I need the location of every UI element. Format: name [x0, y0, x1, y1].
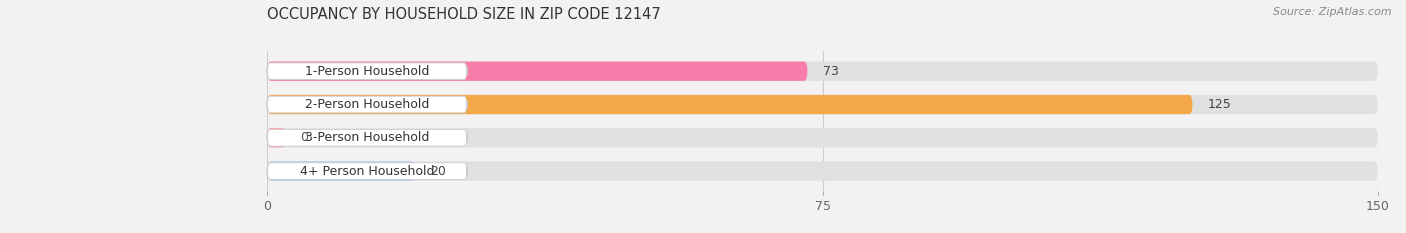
FancyBboxPatch shape	[267, 130, 467, 146]
Text: Source: ZipAtlas.com: Source: ZipAtlas.com	[1274, 7, 1392, 17]
FancyBboxPatch shape	[267, 95, 1192, 114]
FancyBboxPatch shape	[267, 128, 1378, 147]
Text: 0: 0	[301, 131, 308, 144]
FancyBboxPatch shape	[267, 128, 285, 147]
FancyBboxPatch shape	[267, 62, 1378, 81]
Text: 1-Person Household: 1-Person Household	[305, 65, 429, 78]
FancyBboxPatch shape	[267, 163, 467, 179]
Text: 2-Person Household: 2-Person Household	[305, 98, 429, 111]
Text: 73: 73	[823, 65, 838, 78]
FancyBboxPatch shape	[267, 95, 1378, 114]
Text: 125: 125	[1208, 98, 1232, 111]
Text: 4+ Person Household: 4+ Person Household	[299, 164, 434, 178]
FancyBboxPatch shape	[267, 161, 1378, 181]
FancyBboxPatch shape	[267, 62, 807, 81]
FancyBboxPatch shape	[267, 63, 467, 79]
FancyBboxPatch shape	[267, 161, 415, 181]
Text: 3-Person Household: 3-Person Household	[305, 131, 429, 144]
Text: 20: 20	[430, 164, 446, 178]
FancyBboxPatch shape	[267, 96, 467, 113]
Text: OCCUPANCY BY HOUSEHOLD SIZE IN ZIP CODE 12147: OCCUPANCY BY HOUSEHOLD SIZE IN ZIP CODE …	[267, 7, 661, 22]
